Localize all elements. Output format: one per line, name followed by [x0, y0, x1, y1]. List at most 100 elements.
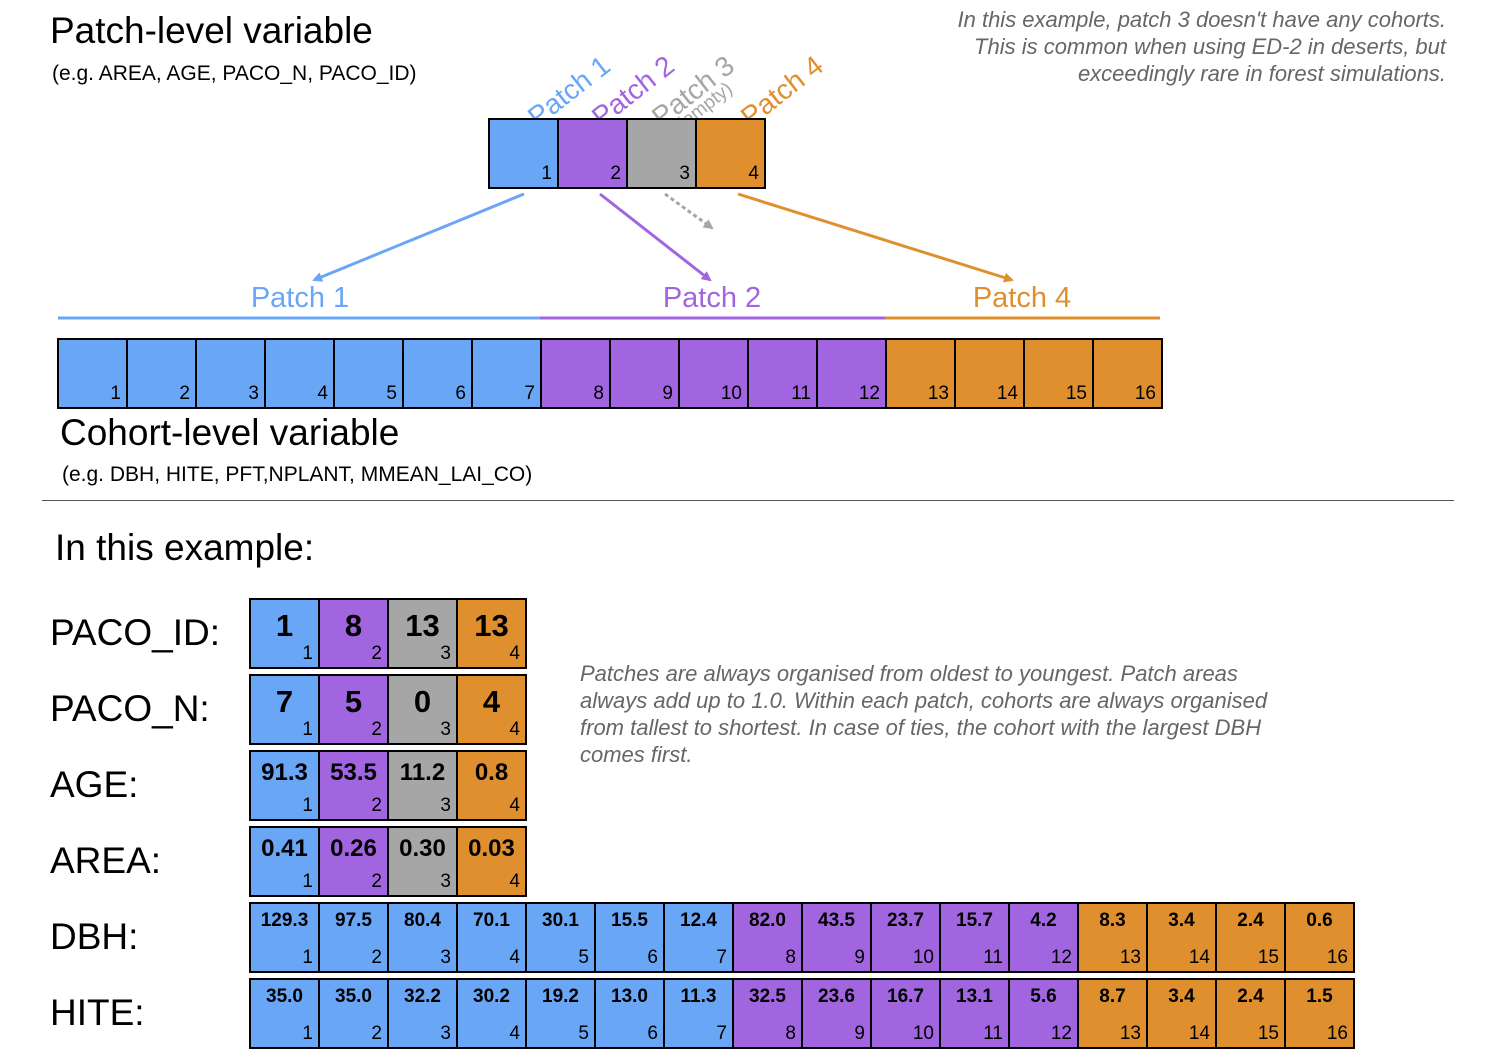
cohort-index: 9	[662, 383, 673, 404]
patch-index: 2	[610, 163, 621, 184]
index-label: 3	[440, 795, 451, 816]
hite-cell: 8.7 13	[1077, 978, 1148, 1049]
index-label: 4	[509, 643, 520, 664]
hite-value: 23.6	[818, 986, 855, 1007]
cohort-cell: 6	[402, 338, 473, 409]
index-label: 3	[440, 871, 451, 892]
brace-label-patch-1: Patch 1	[250, 282, 350, 314]
cohort-index: 6	[455, 383, 466, 404]
hite-value: 8.7	[1099, 986, 1126, 1007]
dbh-value: 8.3	[1099, 910, 1126, 931]
middle-note-line: from tallest to shortest. In case of tie…	[580, 715, 1262, 740]
row-label-paco-n: PACO_N:	[50, 688, 210, 729]
index-label: 4	[509, 719, 520, 740]
patch-cell-4: 4	[695, 118, 766, 189]
dbh-value: 97.5	[335, 910, 372, 931]
dbh-value: 82.0	[749, 910, 786, 931]
hite-cell: 30.2 4	[456, 978, 527, 1049]
cohort-cell: 16	[1092, 338, 1163, 409]
index-label: 2	[371, 871, 382, 892]
cohort-index: 8	[593, 383, 604, 404]
hite-cell: 35.0 2	[318, 978, 389, 1049]
age-cell: 0.8 4	[456, 750, 527, 821]
hite-value: 35.0	[335, 986, 372, 1007]
section-divider	[42, 500, 1454, 501]
dbh-cell: 2.4 15	[1215, 902, 1286, 973]
area-value: 0.26	[330, 835, 377, 862]
index-label: 4	[509, 795, 520, 816]
row-label-paco-id: PACO_ID:	[50, 612, 220, 653]
cohort-index: 5	[386, 383, 397, 404]
top-note: In this example, patch 3 doesn't have an…	[826, 6, 1447, 87]
age-value: 53.5	[330, 759, 377, 786]
index-label: 13	[1119, 947, 1141, 968]
hite-cell: 11.3 7	[663, 978, 734, 1049]
hite-cell: 13.1 11	[939, 978, 1010, 1049]
arrow-patch-3-empty	[664, 192, 714, 230]
index-label: 3	[440, 643, 451, 664]
cohort-cell: 2	[126, 338, 197, 409]
patch-index: 4	[748, 163, 759, 184]
age-cell: 11.2 3	[387, 750, 458, 821]
hite-value: 13.0	[611, 986, 648, 1007]
hite-value: 30.2	[473, 986, 510, 1007]
hite-value: 35.0	[266, 986, 303, 1007]
index-label: 8	[785, 1023, 796, 1044]
hite-value: 19.2	[542, 986, 579, 1007]
paco-n-value: 5	[344, 684, 363, 719]
age-value: 91.3	[261, 759, 308, 786]
hite-cell: 13.0 6	[594, 978, 665, 1049]
dbh-cell: 4.2 12	[1008, 902, 1079, 973]
index-label: 4	[509, 1023, 520, 1044]
patch-cell-1: 1	[488, 118, 559, 189]
age-value: 0.8	[474, 759, 509, 786]
cohort-cell: 13	[885, 338, 956, 409]
dbh-cell: 23.7 10	[870, 902, 941, 973]
dbh-value: 23.7	[887, 910, 924, 931]
index-label: 2	[371, 947, 382, 968]
cohort-cell: 14	[954, 338, 1025, 409]
index-label: 4	[509, 871, 520, 892]
hite-value: 11.3	[680, 986, 717, 1007]
dbh-value: 43.5	[818, 910, 855, 931]
hite-value: 3.4	[1168, 986, 1195, 1007]
cohort-index: 7	[524, 383, 535, 404]
hite-cell: 1.5 16	[1284, 978, 1355, 1049]
hite-cell: 32.2 3	[387, 978, 458, 1049]
cohort-cell: 12	[816, 338, 887, 409]
cohort-index: 13	[927, 383, 949, 404]
index-label: 1	[302, 719, 313, 740]
index-label: 5	[578, 947, 589, 968]
index-label: 1	[302, 643, 313, 664]
hite-cell: 19.2 5	[525, 978, 596, 1049]
hite-value: 1.5	[1306, 986, 1333, 1007]
dbh-cell: 129.3 1	[249, 902, 320, 973]
middle-note-line: comes first.	[580, 742, 693, 767]
dbh-value: 4.2	[1030, 910, 1057, 931]
index-label: 13	[1119, 1023, 1141, 1044]
index-label: 8	[785, 947, 796, 968]
dbh-cell: 43.5 9	[801, 902, 872, 973]
index-label: 10	[912, 1023, 934, 1044]
hite-value: 13.1	[956, 986, 993, 1007]
index-label: 12	[1050, 1023, 1072, 1044]
hite-cell: 32.5 8	[732, 978, 803, 1049]
area-cell: 0.41 1	[249, 826, 320, 897]
hite-value: 5.6	[1030, 986, 1057, 1007]
patch-index: 1	[541, 163, 552, 184]
dbh-cell: 3.4 14	[1146, 902, 1217, 973]
mapping-arrows	[58, 192, 1160, 320]
cohort-index: 10	[720, 383, 742, 404]
index-label: 6	[647, 947, 658, 968]
cohort-cell: 10	[678, 338, 749, 409]
area-cell: 0.03 4	[456, 826, 527, 897]
dbh-value: 15.5	[611, 910, 648, 931]
index-label: 2	[371, 719, 382, 740]
area-value: 0.03	[468, 835, 515, 862]
area-cell: 0.26 2	[318, 826, 389, 897]
hite-value: 2.4	[1237, 986, 1264, 1007]
